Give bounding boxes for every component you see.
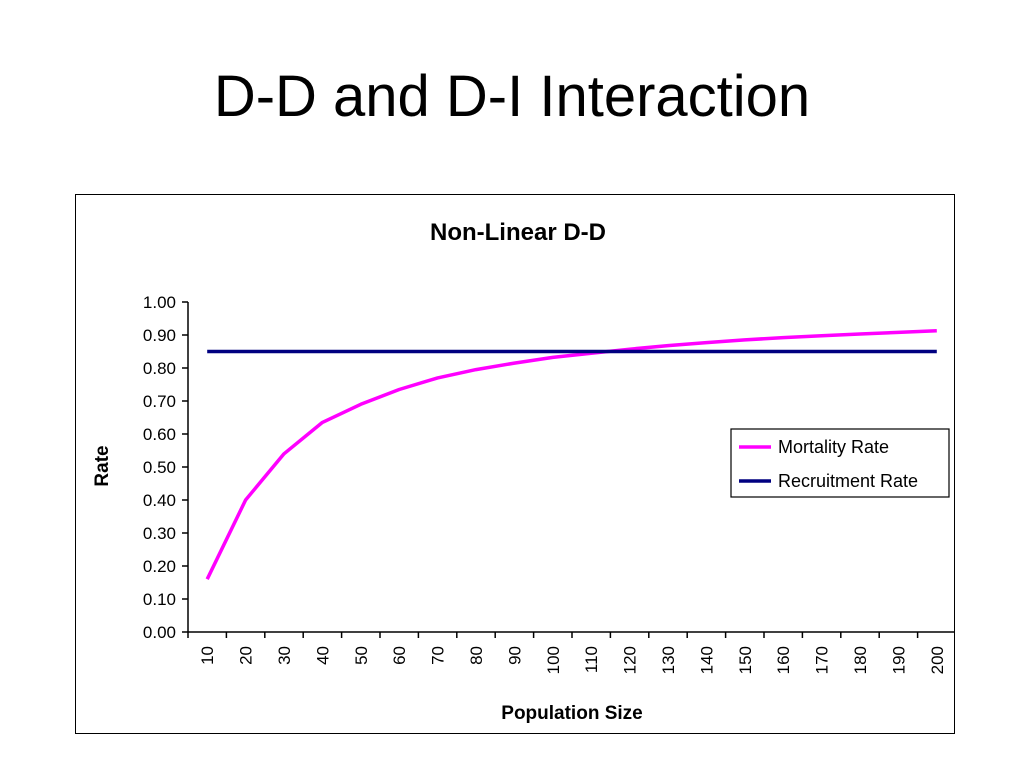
slide-title: D-D and D-I Interaction: [213, 64, 811, 129]
y-tick-label: 0.80: [143, 359, 176, 378]
x-tick-label: 100: [544, 646, 563, 674]
x-tick-label: 160: [774, 646, 793, 674]
y-tick-label: 0.10: [143, 590, 176, 609]
y-tick-label: 0.50: [143, 458, 176, 477]
y-tick-label: 0.60: [143, 425, 176, 444]
x-tick-label: 30: [275, 646, 294, 665]
x-tick-label: 140: [697, 646, 716, 674]
series-line-0: [205, 328, 937, 580]
x-tick-label: 80: [467, 646, 486, 665]
x-tick-label: 20: [237, 646, 256, 665]
axes: 0.00 0.10 0.20 0.30 0.40 0.50 0.60 0.70 0.80 0.90…: [143, 293, 954, 674]
x-tick-label: 50: [352, 646, 371, 665]
y-tick-label: 0.90: [143, 326, 176, 345]
legend-label: Mortality Rate: [778, 437, 889, 457]
x-tick-label: 180: [851, 646, 870, 674]
x-axis-label: Population Size: [501, 703, 642, 724]
y-tick-label: 1.00: [143, 293, 176, 312]
x-tick-label: 120: [621, 646, 640, 674]
y-tick-label: 0.70: [143, 392, 176, 411]
x-tick-label: 60: [390, 646, 409, 665]
x-tick-label: 150: [736, 646, 755, 674]
y-tick-label: 0.30: [143, 524, 176, 543]
y-axis-label: Rate: [92, 445, 113, 486]
legend: Mortality Rate Recruitment Rate: [730, 428, 950, 498]
x-tick-label: 110: [582, 646, 601, 673]
x-tick-label: 90: [505, 646, 524, 665]
chart-frame: Non-Linear D-D Rate Population Size 0.00…: [75, 194, 955, 734]
legend-box: [730, 428, 950, 498]
x-tick-label: 70: [429, 646, 448, 665]
series-layer: [205, 328, 937, 580]
x-tick-label: 40: [313, 646, 332, 665]
x-tick-label: 190: [889, 646, 908, 674]
y-tick-label: 0.00: [143, 623, 176, 642]
x-tick-label: 130: [659, 646, 678, 674]
chart-svg: Non-Linear D-D Rate Population Size 0.00…: [92, 219, 954, 724]
x-tick-label: 10: [198, 646, 217, 665]
chart-title: Non-Linear D-D: [430, 219, 606, 246]
x-tick-label: 200: [928, 646, 947, 674]
legend-label: Recruitment Rate: [778, 471, 918, 491]
y-tick-label: 0.20: [143, 557, 176, 576]
y-tick-label: 0.40: [143, 491, 176, 510]
x-tick-label: 170: [813, 646, 832, 674]
